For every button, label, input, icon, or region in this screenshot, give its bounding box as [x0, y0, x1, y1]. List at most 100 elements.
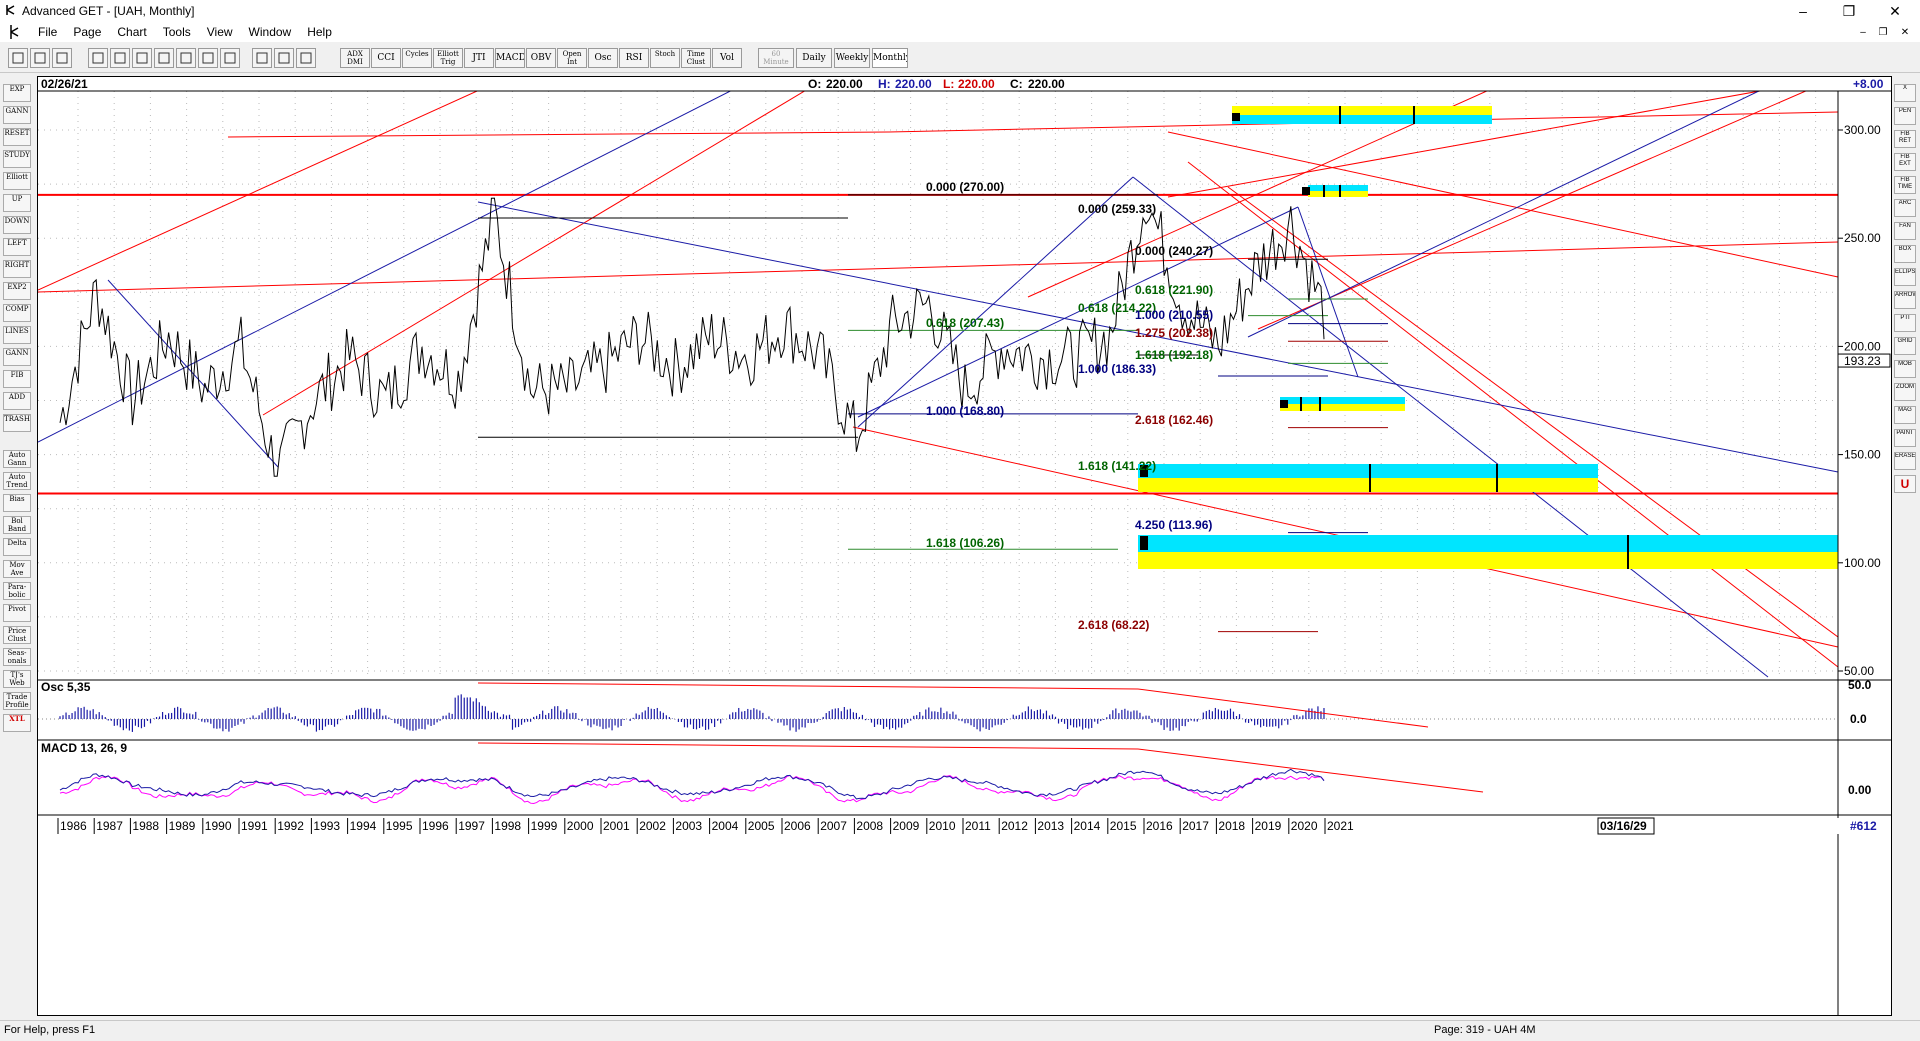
tool-u[interactable]: U — [1894, 475, 1916, 493]
tool-para-bolic[interactable]: Para-bolic — [3, 582, 31, 600]
menu-chart[interactable]: Chart — [117, 25, 147, 39]
open-icon[interactable] — [132, 48, 152, 68]
tool-gann[interactable]: GANN — [3, 348, 31, 366]
interval-button-60-minute[interactable]: 60 Minute — [758, 48, 794, 68]
year-label: 2021 — [1327, 819, 1354, 833]
tool-pen[interactable]: PEN — [1894, 107, 1916, 125]
tool-mov-ave[interactable]: Mov Ave — [3, 560, 31, 578]
restore-button[interactable]: ❐ — [1842, 3, 1856, 19]
chart-icon[interactable] — [176, 48, 196, 68]
interval-button-weekly[interactable]: Weekly — [834, 48, 870, 68]
doc-minimize-button[interactable]: – — [1860, 27, 1866, 38]
year-label: 2004 — [712, 819, 739, 833]
new-page-icon[interactable] — [88, 48, 108, 68]
tool-arc[interactable]: ARC — [1894, 199, 1916, 217]
tool-paint[interactable]: PAINT — [1894, 429, 1916, 447]
menu-view[interactable]: View — [206, 25, 233, 39]
tool-fib-ret[interactable]: FIB RET — [1894, 130, 1916, 148]
tool-tj-s-web[interactable]: TJ's Web — [3, 670, 31, 688]
tool-fan[interactable]: FAN — [1894, 222, 1916, 240]
tool-arrow[interactable]: ARROW — [1894, 291, 1916, 309]
tool-lines[interactable]: LINES — [3, 326, 31, 344]
doc-close-button[interactable]: ✕ — [1900, 27, 1910, 38]
tool-elliott[interactable]: Elliott — [3, 172, 31, 190]
back-icon[interactable] — [154, 48, 174, 68]
delete-icon[interactable] — [220, 48, 240, 68]
price-tick-label: 200.00 — [1844, 339, 1881, 353]
save-icon[interactable] — [110, 48, 130, 68]
study-button-obv[interactable]: OBV — [526, 48, 556, 68]
tool-box[interactable]: BOX — [1894, 245, 1916, 263]
minimize-button[interactable]: – — [1799, 3, 1807, 19]
grid-icon[interactable] — [198, 48, 218, 68]
app-icon — [6, 5, 15, 15]
tool-bol-band[interactable]: Bol Band — [3, 516, 31, 534]
interval-button-monthly[interactable]: Monthly — [872, 48, 908, 68]
tool-bias[interactable]: Bias — [3, 494, 31, 512]
trend-line — [1257, 76, 1839, 330]
menu-tools[interactable]: Tools — [162, 25, 191, 39]
tool-mob[interactable]: MOB — [1894, 360, 1916, 378]
zoom-icon[interactable] — [52, 48, 72, 68]
tool-zoom[interactable]: ZOOM — [1894, 383, 1916, 401]
tool-fib-ext[interactable]: FIB EXT — [1894, 153, 1916, 171]
tool-gann[interactable]: GANN — [3, 106, 31, 124]
tool-grid[interactable]: GRID — [1894, 337, 1916, 355]
tool-price-clust[interactable]: Price Clust — [3, 626, 31, 644]
cursor-icon[interactable] — [8, 48, 28, 68]
tool-x[interactable]: X — [1894, 84, 1916, 102]
tool-xtl[interactable]: XTL — [3, 714, 31, 732]
tool-reset[interactable]: RESET — [3, 128, 31, 146]
tool-exp[interactable]: EXP — [3, 84, 31, 102]
tool-ellips[interactable]: ELLIPS — [1894, 268, 1916, 286]
study-button-stoch[interactable]: Stoch — [650, 48, 680, 68]
context-help-icon[interactable] — [296, 48, 316, 68]
print-icon[interactable] — [252, 48, 272, 68]
fib-label: 4.250 (113.96) — [1135, 518, 1212, 532]
tool-down[interactable]: DOWN — [3, 216, 31, 234]
tool-add[interactable]: ADD — [3, 392, 31, 410]
tool-auto-gann[interactable]: Auto Gann — [3, 450, 31, 468]
tool-erase[interactable]: ERASE — [1894, 452, 1916, 470]
menu-help[interactable]: Help — [307, 25, 332, 39]
close-button[interactable]: ✕ — [1889, 3, 1901, 19]
tool-right[interactable]: RIGHT — [3, 260, 31, 278]
tool-pti[interactable]: PTI — [1894, 314, 1916, 332]
chart-canvas[interactable]: 0.000 (270.00) 0.000 (259.33) 0.000 (240.2… — [37, 76, 1891, 1015]
tool-seas-onals[interactable]: Seas-onals — [3, 648, 31, 666]
doc-restore-button[interactable]: ❐ — [1878, 27, 1888, 38]
help-icon[interactable] — [274, 48, 294, 68]
tool-exp2[interactable]: EXP2 — [3, 282, 31, 300]
study-button-open-int[interactable]: Open Int — [557, 48, 587, 68]
tool-up[interactable]: UP — [3, 194, 31, 212]
tool-comp[interactable]: COMP — [3, 304, 31, 322]
tool-auto-trend[interactable]: Auto Trend — [3, 472, 31, 490]
box-marker — [1140, 465, 1148, 477]
tool-trash[interactable]: TRASH — [3, 414, 31, 432]
study-button-cycles[interactable]: Cycles — [402, 48, 432, 68]
study-button-cci[interactable]: CCI — [371, 48, 401, 68]
study-button-time-clust[interactable]: Time Clust — [681, 48, 711, 68]
menu-file[interactable]: File — [38, 25, 58, 39]
trend-lines — [37, 76, 1839, 678]
tool-study[interactable]: STUDY — [3, 150, 31, 168]
menu-window[interactable]: Window — [248, 25, 292, 39]
chart-window[interactable]: 0.000 (270.00) 0.000 (259.33) 0.000 (240.2… — [37, 76, 1892, 1016]
study-button-vol[interactable]: Vol — [712, 48, 742, 68]
study-button-jti[interactable]: JTI — [464, 48, 494, 68]
tool-pivot[interactable]: Pivot — [3, 604, 31, 622]
tool-fib-time[interactable]: FIB TIME — [1894, 176, 1916, 194]
tool-mag[interactable]: MAG — [1894, 406, 1916, 424]
tool-trade-profile[interactable]: Trade Profile — [3, 692, 31, 710]
tool-left[interactable]: LEFT — [3, 238, 31, 256]
study-button-adx-dmi[interactable]: ADX DMI — [340, 48, 370, 68]
study-button-elliott-trig[interactable]: Elliott Trig — [433, 48, 463, 68]
study-button-macd[interactable]: MACD — [495, 48, 525, 68]
study-button-osc[interactable]: Osc — [588, 48, 618, 68]
quote-icon[interactable] — [30, 48, 50, 68]
tool-delta[interactable]: Delta — [3, 538, 31, 556]
study-button-rsi[interactable]: RSI — [619, 48, 649, 68]
interval-button-daily[interactable]: Daily — [796, 48, 832, 68]
tool-fib[interactable]: FIB — [3, 370, 31, 388]
menu-page[interactable]: Page — [73, 25, 102, 39]
